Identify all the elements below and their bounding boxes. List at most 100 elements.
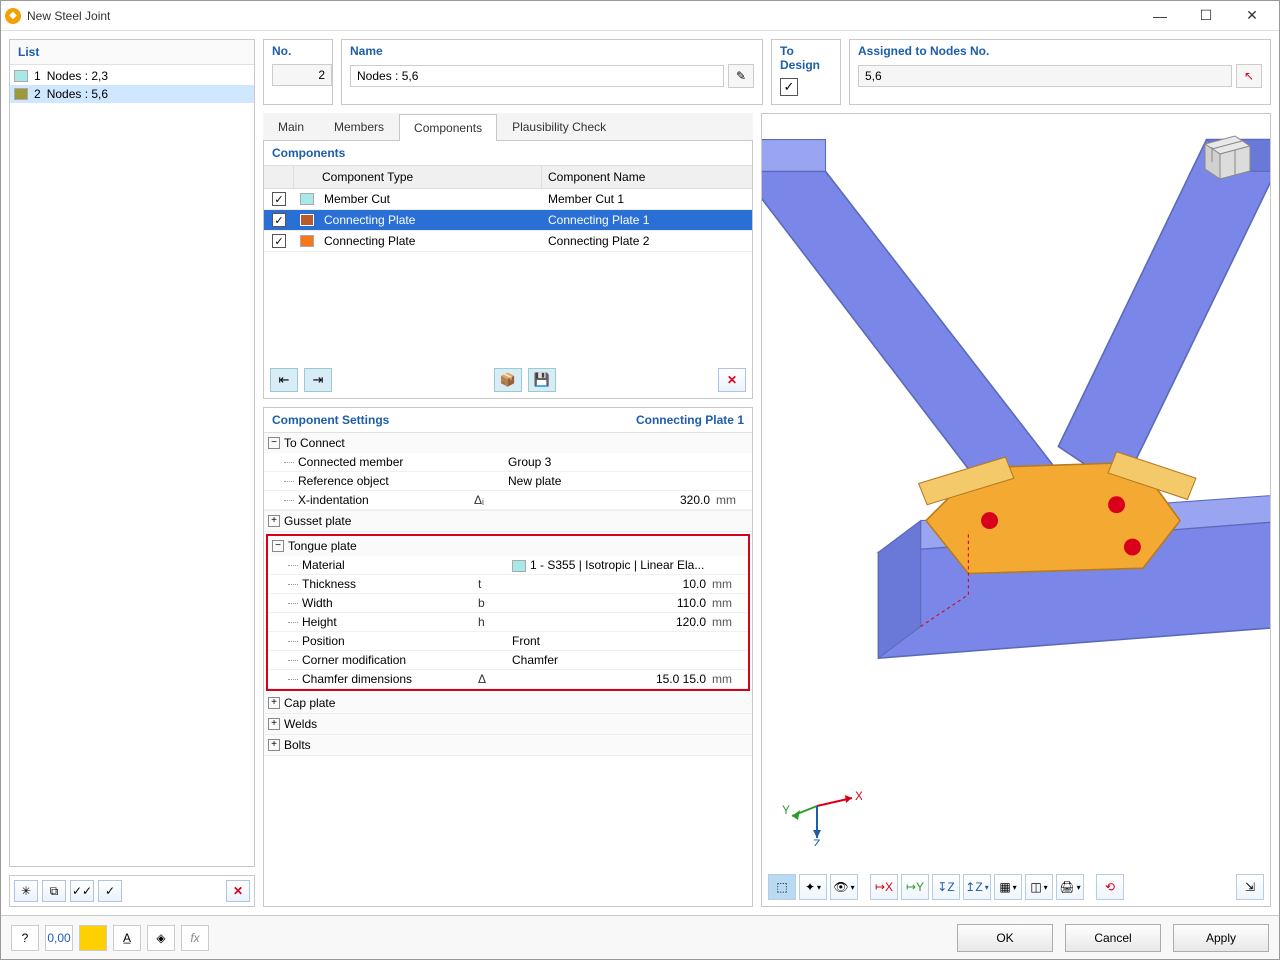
minimize-button[interactable]: — <box>1137 1 1183 31</box>
property-row[interactable]: Material 1 - S355 | Isotropic | Linear E… <box>268 556 748 575</box>
assigned-input[interactable] <box>858 65 1232 87</box>
property-row[interactable]: Reference object New plate <box>264 472 752 491</box>
list-toolbar: ✳ ⧉ ✓✓ ✓ ✕ <box>9 875 255 907</box>
list-swatch <box>14 88 28 100</box>
component-checkbox[interactable] <box>272 192 286 206</box>
name-field-group: Name ✎ <box>341 39 763 105</box>
section-header-cap-plate[interactable]: + Cap plate <box>264 693 752 713</box>
component-swatch <box>300 214 314 226</box>
components-header: Components <box>264 141 752 165</box>
vt-view-x-button[interactable]: ↦X <box>870 874 898 900</box>
vt-view-iso-button[interactable]: ↥Z <box>963 874 991 900</box>
model-viewer[interactable]: X Y Z ⬚ ✦ 👁 ↦X ↦Y ↧Z ↥Z <box>761 113 1271 907</box>
maximize-button[interactable]: ☐ <box>1183 1 1229 31</box>
section-header-bolts[interactable]: + Bolts <box>264 735 752 755</box>
component-name: Connecting Plate 1 <box>542 210 752 230</box>
fx-button[interactable]: fx <box>181 925 209 951</box>
units-button[interactable]: 0,00 <box>45 925 73 951</box>
edit-name-button[interactable]: ✎ <box>728 64 754 88</box>
material-color-button[interactable] <box>79 925 107 951</box>
tab-plausibility-check[interactable]: Plausibility Check <box>497 113 621 140</box>
expand-icon: + <box>268 515 280 527</box>
vt-section-button[interactable]: ▦ <box>994 874 1022 900</box>
library-button[interactable]: 📦 <box>494 368 522 392</box>
ok-button[interactable]: OK <box>957 924 1053 952</box>
component-checkbox[interactable] <box>272 213 286 227</box>
vt-select-button[interactable]: ⬚ <box>768 874 796 900</box>
tab-main[interactable]: Main <box>263 113 319 140</box>
vt-print-button[interactable]: 🖨 <box>1056 874 1084 900</box>
dialog-window: ◆ New Steel Joint — ☐ ✕ List 1 Nodes : 2… <box>0 0 1280 960</box>
no-label: No. <box>272 44 324 58</box>
new-item-button[interactable]: ✳ <box>14 880 38 902</box>
save-comp-button[interactable]: 💾 <box>528 368 556 392</box>
close-button[interactable]: ✕ <box>1229 1 1275 31</box>
list-swatch <box>14 70 28 82</box>
no-input[interactable] <box>272 64 332 86</box>
name-input[interactable] <box>350 65 724 87</box>
col-type: Component Type <box>294 166 542 188</box>
vt-view-z-button[interactable]: ↧Z <box>932 874 960 900</box>
list-item[interactable]: 1 Nodes : 2,3 <box>10 67 254 85</box>
check-button[interactable]: ✓ <box>98 880 122 902</box>
copy-item-button[interactable]: ⧉ <box>42 880 66 902</box>
list-index: 1 <box>34 69 41 83</box>
component-checkbox[interactable] <box>272 234 286 248</box>
section-header-to-connect[interactable]: − To Connect <box>264 433 752 453</box>
property-row[interactable]: Thickness t 10.0 mm <box>268 575 748 594</box>
delete-item-button[interactable]: ✕ <box>226 880 250 902</box>
no-field-group: No. <box>263 39 333 105</box>
property-row[interactable]: X-indentation Δᵢ 320.0 mm <box>264 491 752 510</box>
component-swatch <box>300 235 314 247</box>
component-name: Member Cut 1 <box>542 189 752 209</box>
property-row[interactable]: Width b 110.0 mm <box>268 594 748 613</box>
move-right-button[interactable]: ⇥ <box>304 368 332 392</box>
components-panel: Components Component Type Component Name… <box>263 141 753 399</box>
expand-icon: + <box>268 739 280 751</box>
vt-render-button[interactable]: ◫ <box>1025 874 1053 900</box>
axis-gizmo: X Y Z <box>782 776 862 846</box>
tab-members[interactable]: Members <box>319 113 399 140</box>
property-row[interactable]: Corner modification Chamfer <box>268 651 748 670</box>
component-type: Connecting Plate <box>318 210 542 230</box>
delete-comp-button[interactable]: ✕ <box>718 368 746 392</box>
property-row[interactable]: Height h 120.0 mm <box>268 613 748 632</box>
component-name: Connecting Plate 2 <box>542 231 752 251</box>
section-header-tongue-plate[interactable]: − Tongue plate <box>268 536 748 556</box>
vt-view-y-button[interactable]: ↦Y <box>901 874 929 900</box>
property-row[interactable]: Position Front <box>268 632 748 651</box>
app-icon: ◆ <box>5 8 21 24</box>
todesign-group: To Design <box>771 39 841 105</box>
component-row[interactable]: Member Cut Member Cut 1 <box>264 189 752 210</box>
viewer-toolbar: ⬚ ✦ 👁 ↦X ↦Y ↧Z ↥Z ▦ ◫ 🖨 ⟲ ⇲ <box>768 874 1264 900</box>
view-cube-gizmo[interactable] <box>1190 124 1260 184</box>
vt-expand-button[interactable]: ⇲ <box>1236 874 1264 900</box>
tabstrip: MainMembersComponentsPlausibility Check <box>263 113 753 141</box>
section-header-welds[interactable]: + Welds <box>264 714 752 734</box>
help-button[interactable]: ? <box>11 925 39 951</box>
component-row[interactable]: Connecting Plate Connecting Plate 2 <box>264 231 752 252</box>
settings-header: Component Settings <box>272 413 389 427</box>
move-left-button[interactable]: ⇤ <box>270 368 298 392</box>
component-swatch <box>300 193 314 205</box>
pick-nodes-button[interactable]: ↖ <box>1236 64 1262 88</box>
tab-components[interactable]: Components <box>399 114 497 141</box>
text-options-button[interactable]: A̲ <box>113 925 141 951</box>
cancel-button[interactable]: Cancel <box>1065 924 1161 952</box>
assigned-label: Assigned to Nodes No. <box>858 44 1262 58</box>
settings-subtitle: Connecting Plate 1 <box>636 413 744 427</box>
component-row[interactable]: Connecting Plate Connecting Plate 1 <box>264 210 752 231</box>
list-item[interactable]: 2 Nodes : 5,6 <box>10 85 254 103</box>
check-all-button[interactable]: ✓✓ <box>70 880 94 902</box>
assigned-group: Assigned to Nodes No. ↖ <box>849 39 1271 105</box>
vt-visibility-button[interactable]: 👁 <box>830 874 858 900</box>
section-header-gusset-plate[interactable]: + Gusset plate <box>264 511 752 531</box>
vt-axes-button[interactable]: ✦ <box>799 874 827 900</box>
camera-button[interactable]: ◈ <box>147 925 175 951</box>
expand-icon: − <box>272 540 284 552</box>
property-row[interactable]: Connected member Group 3 <box>264 453 752 472</box>
apply-button[interactable]: Apply <box>1173 924 1269 952</box>
todesign-checkbox[interactable] <box>780 78 798 96</box>
property-row[interactable]: Chamfer dimensions Δ 15.0 15.0 mm <box>268 670 748 689</box>
vt-reset-button[interactable]: ⟲ <box>1096 874 1124 900</box>
